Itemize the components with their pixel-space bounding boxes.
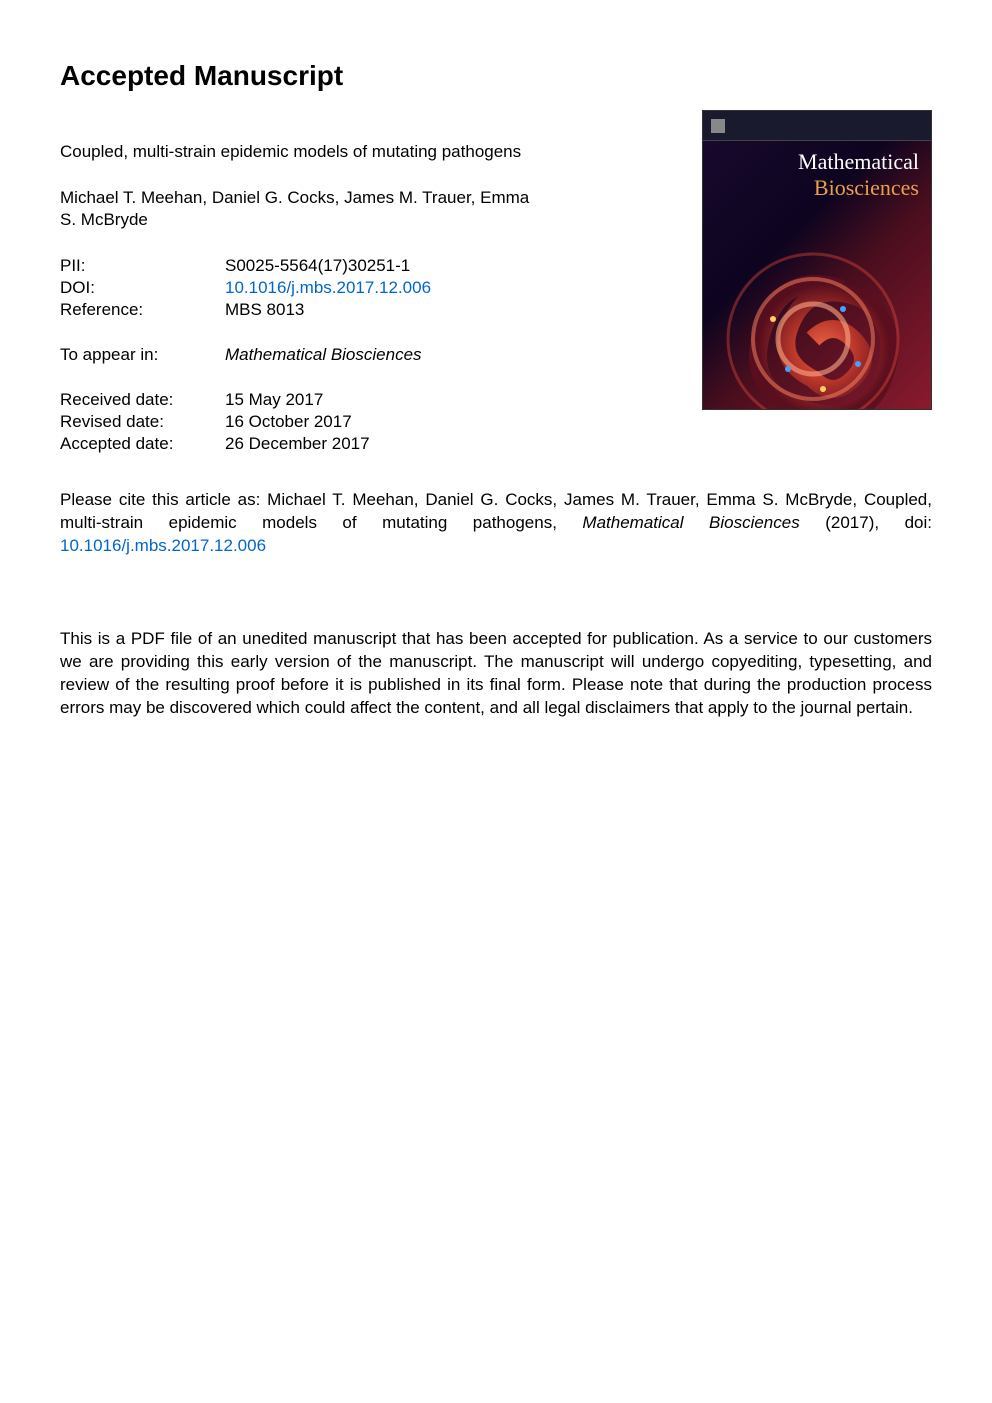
doi-link[interactable]: 10.1016/j.mbs.2017.12.006 bbox=[225, 278, 431, 298]
accepted-manuscript-heading: Accepted Manuscript bbox=[60, 60, 932, 92]
revised-date-value: 16 October 2017 bbox=[225, 412, 352, 432]
disclaimer-text: This is a PDF file of an unedited manusc… bbox=[60, 628, 932, 720]
appear-in-label: To appear in: bbox=[60, 345, 225, 365]
article-title: Coupled, multi-strain epidemic models of… bbox=[60, 142, 580, 162]
journal-title-math: Mathematical bbox=[703, 141, 931, 175]
received-date-label: Received date: bbox=[60, 390, 225, 410]
cover-header-bar bbox=[703, 111, 931, 141]
citation-year: (2017), doi: bbox=[800, 513, 932, 532]
citation-journal: Mathematical Biosciences bbox=[582, 513, 799, 532]
journal-title-bio: Biosciences bbox=[703, 175, 931, 201]
citation-text: Please cite this article as: Michael T. … bbox=[60, 489, 932, 558]
doi-label: DOI: bbox=[60, 278, 225, 298]
authors-list: Michael T. Meehan, Daniel G. Cocks, Jame… bbox=[60, 187, 540, 231]
accepted-date-row: Accepted date: 26 December 2017 bbox=[60, 434, 932, 454]
received-date-value: 15 May 2017 bbox=[225, 390, 323, 410]
appear-in-value: Mathematical Biosciences bbox=[225, 345, 422, 365]
accepted-date-label: Accepted date: bbox=[60, 434, 225, 454]
revised-date-label: Revised date: bbox=[60, 412, 225, 432]
reference-value: MBS 8013 bbox=[225, 300, 304, 320]
reference-label: Reference: bbox=[60, 300, 225, 320]
pii-value: S0025-5564(17)30251-1 bbox=[225, 256, 410, 276]
pii-label: PII: bbox=[60, 256, 225, 276]
accepted-date-value: 26 December 2017 bbox=[225, 434, 370, 454]
revised-date-row: Revised date: 16 October 2017 bbox=[60, 412, 932, 432]
spiral-fractal-art-icon bbox=[713, 239, 913, 410]
publisher-logo-icon bbox=[711, 119, 725, 133]
journal-cover-thumbnail: Mathematical Biosciences bbox=[702, 110, 932, 410]
citation-doi-link[interactable]: 10.1016/j.mbs.2017.12.006 bbox=[60, 536, 266, 555]
